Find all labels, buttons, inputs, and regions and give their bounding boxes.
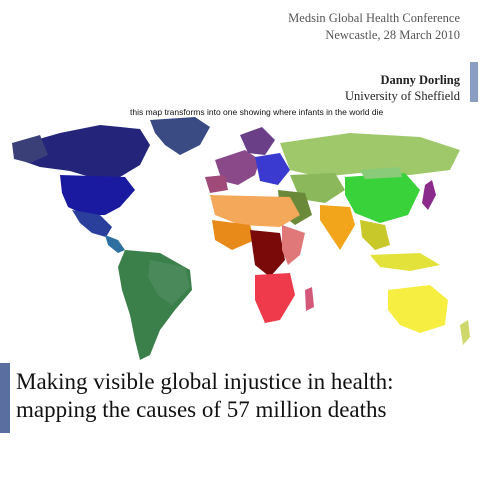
region-japan — [422, 180, 436, 210]
region-southern-africa — [255, 273, 295, 323]
region-usa — [60, 175, 135, 215]
region-indonesia — [370, 253, 440, 271]
map-caption: this map transforms into one showing whe… — [130, 107, 384, 117]
conference-header: Medsin Global Health Conference Newcastl… — [288, 10, 460, 44]
region-iberia — [205, 175, 228, 193]
world-map — [12, 117, 470, 360]
title-line-2: mapping the causes of 57 million deaths — [16, 397, 387, 422]
region-europe-east — [255, 153, 290, 185]
conference-name: Medsin Global Health Conference — [288, 11, 460, 25]
region-china — [345, 173, 420, 223]
title-accent-bar — [0, 363, 10, 433]
region-new-zealand — [460, 320, 470, 345]
region-west-africa — [212, 220, 255, 250]
presentation-title: Making visible global injustice in healt… — [16, 368, 394, 424]
region-mexico — [72, 210, 112, 237]
accent-bar — [470, 62, 478, 102]
region-europe-west — [215, 150, 260, 185]
speaker-affiliation: University of Sheffield — [344, 89, 460, 103]
region-brazil — [148, 260, 190, 305]
region-mongolia — [360, 167, 402, 179]
region-australia — [388, 285, 448, 333]
title-line-1: Making visible global injustice in healt… — [16, 369, 394, 394]
region-east-africa — [282, 225, 305, 265]
region-southeast-asia — [360, 220, 390, 250]
region-madagascar — [305, 287, 314, 311]
region-central-america — [105, 235, 125, 253]
region-scandinavia — [240, 127, 275, 155]
region-canada — [18, 125, 150, 177]
region-central-africa — [250, 230, 285, 277]
region-india — [320, 205, 355, 250]
conference-location-date: Newcastle, 28 March 2010 — [325, 28, 460, 42]
speaker-name: Danny Dorling — [380, 73, 460, 87]
region-russia — [280, 133, 460, 177]
region-north-africa — [210, 195, 300, 227]
speaker-block: Danny Dorling University of Sheffield — [345, 72, 460, 104]
region-greenland — [150, 117, 210, 155]
region-alaska — [12, 135, 48, 163]
